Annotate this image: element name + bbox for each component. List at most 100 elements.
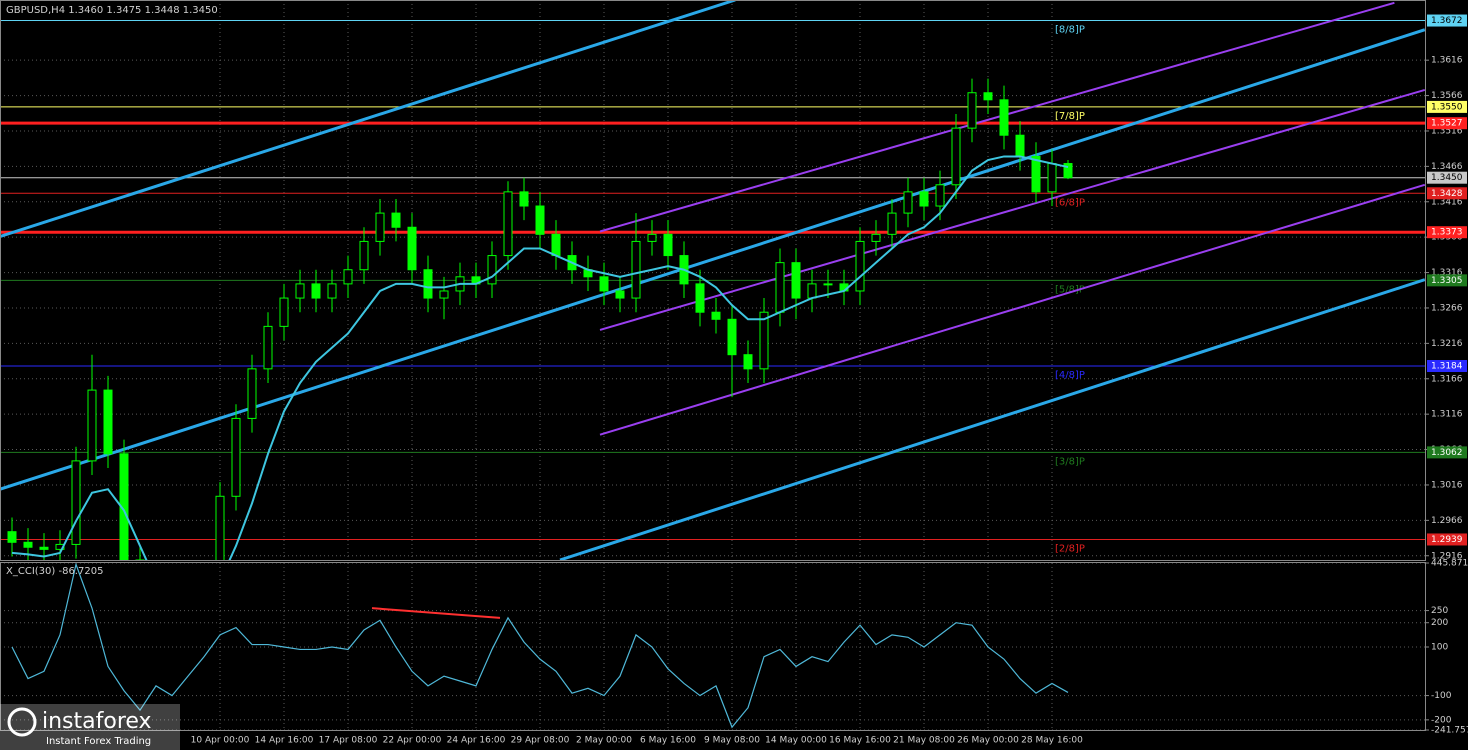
y-tick-label: 1.3616 <box>1431 56 1463 66</box>
y-tick-label: 1.3016 <box>1431 480 1463 490</box>
candle-body <box>519 191 529 207</box>
candle-body <box>823 283 833 286</box>
price-box-label: 1.3305 <box>1431 276 1463 286</box>
x-tick-label: 6 May 16:00 <box>640 736 696 746</box>
candle-body <box>343 269 353 285</box>
price-box <box>1427 14 1467 27</box>
price-box-label: 1.2939 <box>1431 535 1463 545</box>
candle-body <box>967 92 977 129</box>
candle-body <box>663 233 673 257</box>
candle-body <box>807 283 817 299</box>
candle-body <box>935 184 945 207</box>
candle-body <box>1047 163 1057 193</box>
candle-body <box>439 290 449 299</box>
trend-line <box>1 1 736 238</box>
moving-average <box>11 155 1069 560</box>
candle-body <box>855 240 865 292</box>
y-tick-label: 200 <box>1431 618 1448 628</box>
y-tick-label: 100 <box>1431 642 1448 652</box>
trend-line <box>599 183 1425 436</box>
y-tick-label: 1.3566 <box>1431 91 1463 101</box>
x-tick-label: 14 Apr 16:00 <box>255 736 314 746</box>
price-box <box>1427 100 1467 113</box>
chart-title: GBPUSD,H4 1.3460 1.3475 1.3448 1.3450 <box>6 5 218 16</box>
y-tick-label: 1.3466 <box>1431 162 1463 172</box>
y-tick-label: 1.3216 <box>1431 339 1463 349</box>
price-box-label: 1.3184 <box>1431 362 1463 372</box>
candle-body <box>103 389 113 455</box>
price-box-label: 1.3428 <box>1431 189 1463 199</box>
candle-body <box>1063 163 1073 179</box>
price-box-label: 1.3450 <box>1431 173 1463 183</box>
candle-body <box>759 311 769 370</box>
logo-tagline: Instant Forex Trading <box>46 736 151 747</box>
level-label: [2/8]P <box>1055 543 1085 554</box>
x-tick-label: 10 Apr 00:00 <box>191 736 250 746</box>
candle-body <box>1015 134 1025 157</box>
trend-line <box>1 28 1425 491</box>
candle-body <box>871 233 881 242</box>
candle-body <box>983 92 993 101</box>
candle-body <box>231 417 241 497</box>
price-box-label: 1.3373 <box>1431 228 1463 238</box>
x-tick-label: 16 May 16:00 <box>829 736 891 746</box>
price-box <box>1427 274 1467 287</box>
candle-body <box>391 212 401 228</box>
candle-body <box>215 495 225 560</box>
x-tick-label: 22 Apr 00:00 <box>383 736 442 746</box>
logo-icon <box>7 707 37 737</box>
level-label: [6/8]P <box>1055 197 1085 208</box>
candle-body <box>359 240 369 271</box>
candle-body <box>999 99 1009 136</box>
price-box-label: 1.3062 <box>1431 448 1463 458</box>
cci-title: X_CCI(30) -86.7205 <box>6 566 103 577</box>
level-label: [5/8]P <box>1055 284 1085 295</box>
logo-name: instaforex <box>42 709 152 734</box>
candle-body <box>23 541 33 548</box>
candle-body <box>599 276 609 292</box>
candle-body <box>247 368 257 419</box>
y-tick-label: 1.3416 <box>1431 197 1463 207</box>
price-box <box>1427 533 1467 546</box>
candle-body <box>887 212 897 235</box>
candle-body <box>743 354 753 370</box>
cci-frame <box>0 562 1426 731</box>
candle-body <box>791 262 801 299</box>
y-tick-label: 445.8715 <box>1431 559 1468 569</box>
candle-body <box>39 546 49 550</box>
candle-body <box>263 325 273 370</box>
cci-line <box>11 563 1069 729</box>
price-box-label: 1.3550 <box>1431 102 1463 112</box>
price-box-label: 1.3672 <box>1431 16 1463 26</box>
candle-body <box>295 283 305 299</box>
x-tick-label: 17 Apr 08:00 <box>319 736 378 746</box>
candle-body <box>535 205 545 235</box>
candle-body <box>311 283 321 299</box>
x-tick-label: 2 May 00:00 <box>576 736 632 746</box>
y-tick-label: 1.3316 <box>1431 268 1463 278</box>
x-tick-label: 24 Apr 16:00 <box>447 736 506 746</box>
candle-body <box>1031 155 1041 193</box>
candle-body <box>695 283 705 313</box>
y-tick-label: 1.3116 <box>1431 410 1463 420</box>
candle-body <box>503 191 513 257</box>
candle-body <box>71 460 81 545</box>
logo: instaforex Instant Forex Trading <box>0 704 180 750</box>
price-box <box>1427 187 1467 200</box>
y-tick-label: 1.2966 <box>1431 516 1463 526</box>
candle-body <box>647 233 657 242</box>
trend-line <box>371 607 501 619</box>
candle-body <box>631 240 641 299</box>
y-tick-label: 250 <box>1431 606 1448 616</box>
candle-body <box>87 389 97 462</box>
y-tick-label: 1.3166 <box>1431 374 1463 384</box>
candle-body <box>375 212 385 242</box>
price-box <box>1427 117 1467 130</box>
x-tick-label: 9 May 08:00 <box>704 736 760 746</box>
y-tick-label: -241.757 <box>1431 726 1468 736</box>
price-box <box>1427 446 1467 459</box>
candle-body <box>615 290 625 299</box>
y-tick-label: 1.2916 <box>1431 551 1463 561</box>
price-box <box>1427 226 1467 239</box>
price-box <box>1427 360 1467 373</box>
